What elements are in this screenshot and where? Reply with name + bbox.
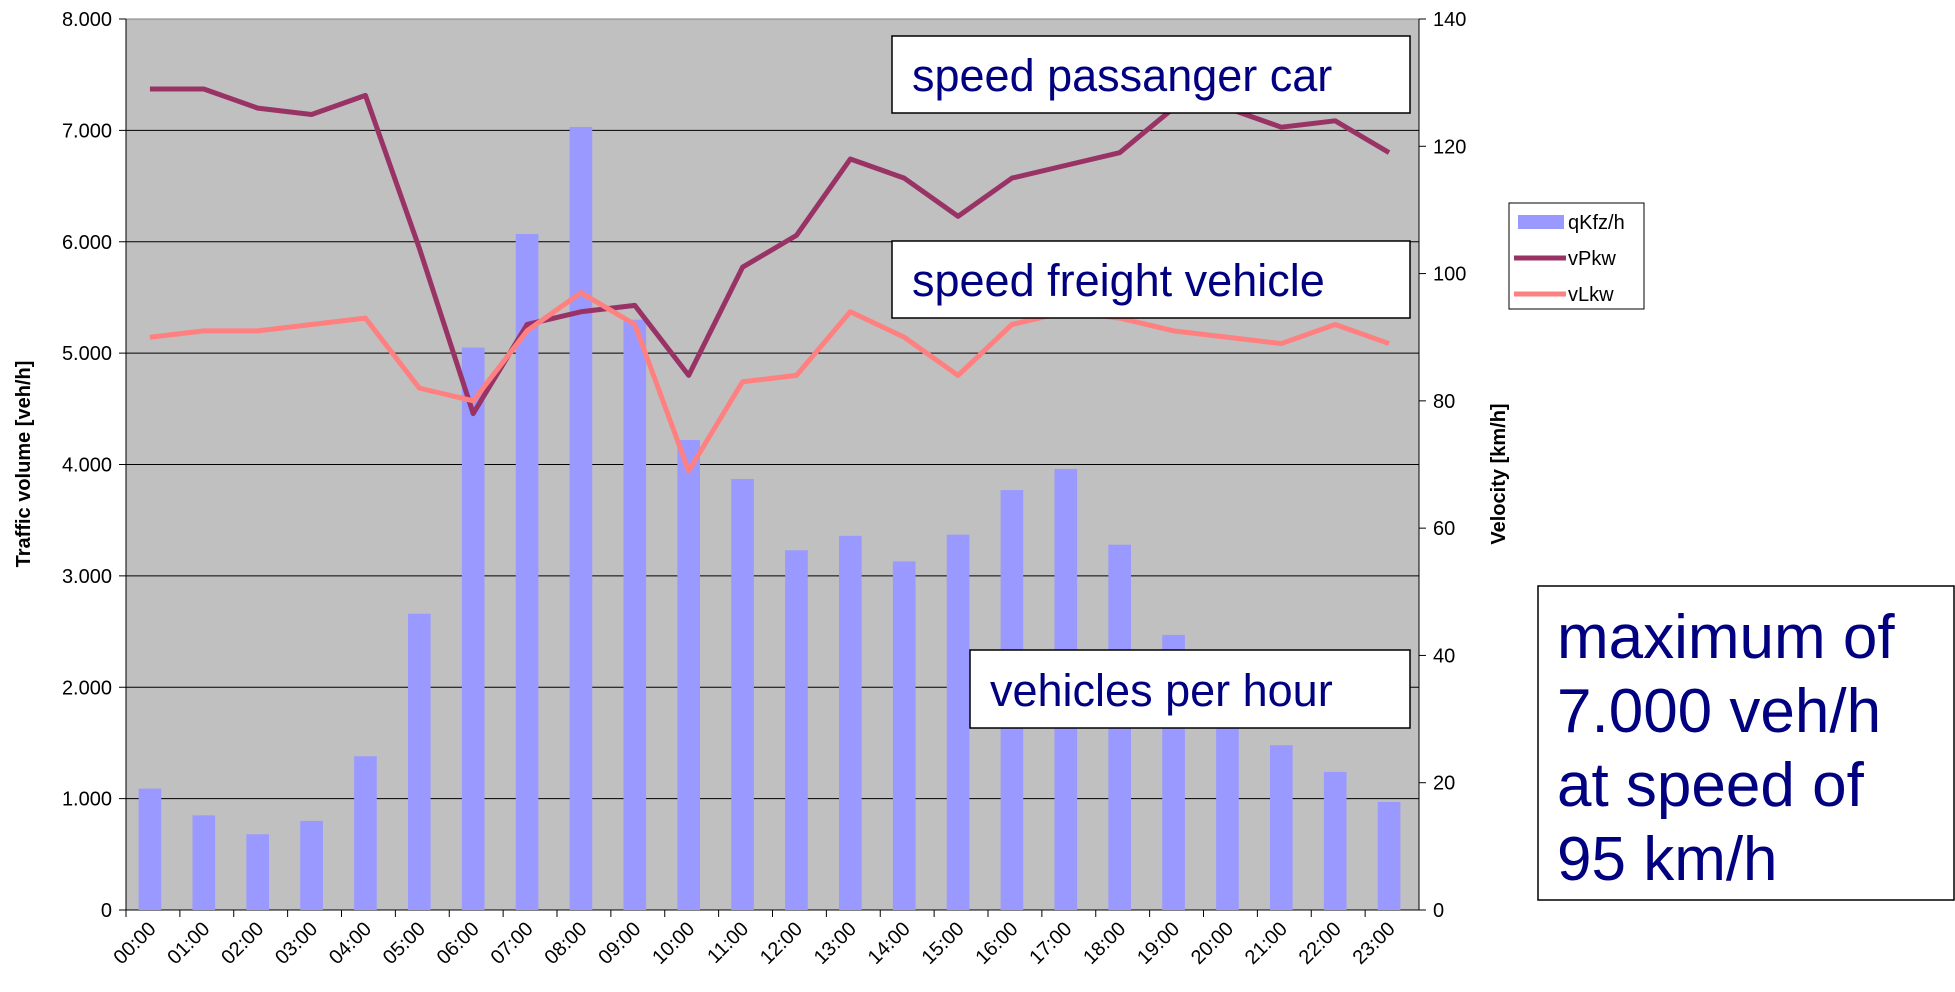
legend-swatch	[1518, 215, 1564, 229]
y-tick-label: 7.000	[62, 120, 112, 142]
bar	[1216, 715, 1239, 910]
x-tick-label: 12:00	[756, 918, 807, 969]
x-tick-label: 13:00	[810, 918, 861, 969]
x-tick-label: 10:00	[648, 918, 699, 969]
y2-tick-label: 100	[1433, 264, 1466, 286]
bar	[838, 535, 862, 910]
x-tick-label: 00:00	[110, 918, 161, 969]
x-tick-label: 05:00	[379, 918, 430, 969]
y-tick-label: 5.000	[62, 343, 112, 365]
bar	[1269, 745, 1293, 910]
annotation-box	[1537, 585, 1955, 901]
annotation: speed passanger car	[912, 50, 1332, 101]
annotation: maximum of	[1557, 603, 1895, 672]
annotation: 7.000 veh/h	[1557, 677, 1881, 746]
overlays: speed passanger car speed freight vehicl…	[891, 35, 1955, 901]
x-tick-label: 03:00	[271, 918, 322, 969]
y-axis-label: Traffic volume [veh/h]	[13, 361, 35, 568]
bar	[731, 478, 754, 910]
bar	[785, 550, 808, 910]
bar	[677, 439, 701, 910]
bar	[623, 319, 647, 910]
x-tick-label: 22:00	[1295, 918, 1346, 969]
x-tick-label: 08:00	[541, 918, 592, 969]
y-tick-label: 2.000	[62, 677, 112, 699]
annotation: 95 km/h	[1557, 825, 1778, 894]
bar	[138, 788, 162, 910]
legend-label: vPkw	[1568, 248, 1616, 270]
x-tick-label: 06:00	[433, 918, 484, 969]
y-tick-label: 1.000	[62, 789, 112, 811]
annotation-box	[969, 649, 1411, 729]
bar	[300, 820, 323, 910]
x-tick-label: 11:00	[703, 918, 753, 968]
x-tick-label: 14:00	[864, 918, 915, 969]
y2-tick-label: 60	[1433, 518, 1455, 540]
legend-label: qKfz/h	[1568, 212, 1625, 234]
annotation: vehicles per hour	[990, 665, 1333, 716]
bar	[354, 756, 377, 910]
x-tick-label: 15:00	[918, 918, 969, 969]
x-tick-label: 09:00	[594, 918, 645, 969]
y-tick-label: 8.000	[62, 9, 112, 31]
bar	[407, 613, 431, 910]
bar	[569, 127, 593, 910]
x-tick-label: 20:00	[1187, 918, 1238, 969]
x-tick-label: 18:00	[1079, 918, 1130, 969]
x-tick-label: 21:00	[1241, 918, 1292, 969]
annotation-box	[891, 35, 1411, 114]
x-tick-label: 23:00	[1349, 918, 1400, 969]
y-tick-label: 0	[101, 900, 112, 922]
bar	[946, 534, 970, 910]
annotation-box	[891, 240, 1411, 319]
x-tick-label: 07:00	[487, 918, 538, 969]
bar	[1323, 771, 1347, 910]
line	[149, 290, 1390, 474]
bar	[246, 834, 270, 910]
y2-tick-label: 140	[1433, 9, 1466, 31]
bar	[192, 815, 216, 910]
x-tick-label: 16:00	[972, 918, 1023, 969]
x-tick-label: 02:00	[217, 918, 268, 969]
x-tick-label: 19:00	[1133, 918, 1184, 969]
y2-tick-label: 40	[1433, 645, 1455, 667]
y2-axis-label: Velocity [km/h]	[1488, 403, 1510, 544]
y2-tick-label: 80	[1433, 391, 1455, 413]
y-tick-label: 3.000	[62, 566, 112, 588]
annotation: speed freight vehicle	[912, 255, 1325, 306]
bar	[515, 233, 539, 911]
y-tick-label: 4.000	[62, 455, 112, 477]
y-tick-label: 6.000	[62, 232, 112, 254]
y2-tick-label: 0	[1433, 900, 1444, 922]
legend-label: vLkw	[1568, 284, 1614, 306]
bar	[1377, 801, 1401, 910]
bar	[892, 561, 916, 910]
y2-tick-label: 20	[1433, 773, 1455, 795]
x-tick-label: 17:00	[1025, 918, 1076, 969]
x-tick-label: 01:00	[163, 918, 214, 969]
y2-tick-label: 120	[1433, 136, 1466, 158]
bar	[461, 347, 485, 910]
annotation: at speed of	[1557, 751, 1865, 820]
x-tick-label: 04:00	[325, 918, 376, 969]
